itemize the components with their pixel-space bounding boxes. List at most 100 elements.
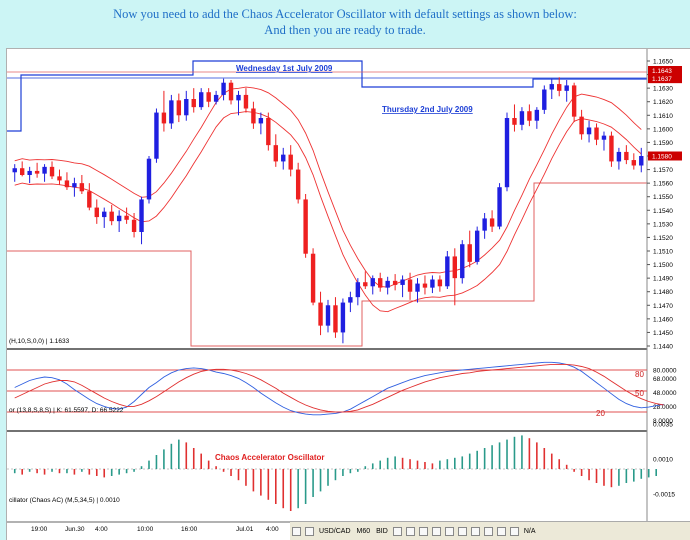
line-tool-icon[interactable] — [405, 526, 415, 536]
text-tool-icon[interactable] — [418, 526, 428, 536]
candle-bullish — [385, 280, 390, 288]
ac-panel-label: cillator (Chaos AC) (M,5,34,5) | 0.0010 — [9, 497, 120, 504]
candle-bullish — [355, 282, 361, 298]
fibonacci-icon[interactable] — [431, 526, 441, 536]
candle-bearish — [49, 166, 55, 177]
candle-bearish — [273, 145, 278, 162]
candle-bearish — [594, 127, 599, 140]
symbol-selector[interactable]: USD/CAD — [319, 527, 351, 535]
price-tick-label: 1.1500 — [653, 262, 673, 269]
ac-tick-label: 0.0010 — [653, 457, 673, 464]
price-axis: 1.16501.16401.16301.16201.16101.16001.15… — [646, 49, 690, 522]
candle-bullish — [616, 151, 622, 162]
candle-bearish — [251, 108, 256, 124]
level-20-label: 20 — [596, 409, 605, 418]
indicator-icon[interactable] — [483, 526, 493, 536]
candle-bullish — [213, 94, 219, 102]
candle-bearish — [109, 211, 114, 222]
time-tick-label: 10:00 — [137, 526, 154, 533]
price-tick-label: 1.1440 — [653, 344, 673, 351]
price-tick-label: 1.1600 — [653, 126, 673, 133]
candle-bearish — [378, 278, 383, 288]
candle-bearish — [631, 160, 637, 166]
candle-bullish — [221, 82, 226, 95]
price-tick-label: 1.1550 — [653, 194, 673, 201]
envelope-upper — [14, 86, 642, 288]
candle-bullish — [639, 156, 644, 166]
stoch-tick-label: 80.0000 — [653, 368, 677, 375]
candle-bearish — [392, 280, 398, 285]
candle-bullish — [400, 279, 405, 285]
price-tick-label: 1.1610 — [653, 113, 673, 120]
candle-bullish — [27, 170, 32, 175]
candle-bearish — [571, 85, 577, 117]
price-tag-label: 1.1580 — [652, 154, 672, 161]
time-tick-label: 4:00 — [266, 526, 279, 533]
annotation-thursday: Thursday 2nd July 2009 — [382, 105, 473, 114]
candle-bearish — [527, 111, 532, 121]
chart-toolbar: USD/CAD M60 BID N/A — [290, 521, 690, 540]
candle-bullish — [586, 127, 592, 135]
candle-bearish — [363, 282, 368, 287]
timeframe-selector[interactable]: M60 — [356, 527, 371, 535]
price-tick-label: 1.1460 — [653, 316, 673, 323]
candle-bullish — [482, 218, 487, 231]
settings-icon[interactable] — [496, 526, 506, 536]
zoom-in-icon[interactable] — [457, 526, 467, 536]
candle-bearish — [206, 92, 211, 102]
annotation-wednesday: Wednesday 1st July 2009 — [236, 64, 333, 73]
candle-bearish — [79, 183, 85, 192]
price-tick-label: 1.1620 — [653, 99, 673, 106]
price-tick-label: 1.1480 — [653, 289, 673, 296]
candle-bullish — [325, 305, 331, 326]
time-tick-label: 4:00 — [95, 526, 108, 533]
candle-bearish — [124, 215, 129, 220]
candle-bearish — [228, 82, 234, 101]
candle-bullish — [236, 94, 241, 101]
session-low-line — [7, 182, 647, 347]
candle-bullish — [445, 256, 450, 287]
candle-bullish — [258, 118, 264, 124]
crosshair-icon[interactable] — [392, 526, 402, 536]
candle-bullish — [497, 187, 502, 227]
zoom-out-icon[interactable] — [470, 526, 480, 536]
candle-bullish — [184, 99, 189, 116]
price-tag — [648, 74, 682, 84]
candle-bearish — [288, 154, 293, 170]
candle-bearish — [176, 100, 182, 116]
price-tag — [648, 66, 682, 75]
candle-bearish — [87, 191, 92, 208]
chart-canvas[interactable]: 1.16501.16401.16301.16201.16101.16001.15… — [7, 49, 690, 540]
candle-bearish — [318, 302, 323, 326]
candle-bullish — [281, 154, 286, 162]
price-tick-label: 1.1590 — [653, 140, 673, 147]
price-tick-label: 1.1530 — [653, 221, 673, 228]
scroll-left-icon[interactable] — [292, 526, 301, 536]
candle-bullish — [519, 111, 525, 125]
price-tick-label: 1.1490 — [653, 276, 673, 283]
annotation-chaos-ac: Chaos Accelerator Oscillator — [215, 453, 325, 462]
candle-bullish — [116, 215, 122, 222]
chart-frame[interactable]: 1.16501.16401.16301.16201.16101.16001.15… — [6, 48, 690, 540]
header-line-2: And then you are ready to trade. — [264, 23, 426, 37]
candle-bullish — [139, 199, 144, 232]
price-tick-label: 1.1570 — [653, 167, 673, 174]
print-icon[interactable] — [509, 526, 519, 536]
side-selector[interactable]: BID — [376, 527, 388, 535]
candle-bearish — [161, 112, 167, 124]
price-panel-label: (H,10,S,0,0) | 1.1633 — [9, 338, 70, 345]
candle-bearish — [34, 170, 40, 174]
session-box-layer — [7, 60, 647, 347]
envelope-lower — [14, 111, 642, 313]
play-icon[interactable] — [305, 526, 314, 536]
candle-bullish — [72, 183, 77, 188]
candle-bearish — [295, 169, 301, 200]
channel-icon[interactable] — [444, 526, 454, 536]
stoch-tick-label: 8.0000 — [653, 418, 673, 425]
price-tick-label: 1.1540 — [653, 208, 673, 215]
stoch-tick-label: 68.0000 — [653, 376, 677, 383]
candle-bullish — [146, 158, 152, 200]
price-tick-label: 1.1510 — [653, 249, 673, 256]
candle-bullish — [504, 118, 510, 188]
